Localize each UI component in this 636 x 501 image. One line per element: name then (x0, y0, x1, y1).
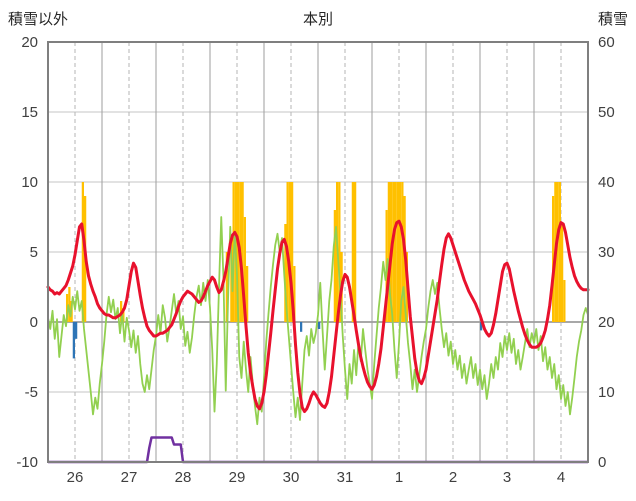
right-tick-label: 60 (598, 34, 615, 51)
orange-bar (241, 182, 244, 322)
orange-bar (387, 182, 390, 322)
orange-bar (246, 266, 249, 322)
right-tick-label: 50 (598, 104, 615, 121)
x-tick-label: 4 (557, 469, 565, 486)
plot-frame (47, 41, 589, 463)
chart-title: 本別 (302, 11, 333, 28)
orange-bar (338, 182, 341, 322)
blue-bar (72, 322, 75, 359)
orange-bar (291, 182, 294, 322)
orange-bar (401, 182, 404, 322)
orange-bar (351, 182, 354, 322)
left-axis-title: 積雪以外 (8, 11, 69, 28)
left-tick-label: -5 (25, 384, 38, 401)
x-tick-label: 3 (503, 469, 511, 486)
left-tick-label: 10 (21, 174, 38, 191)
x-tick-label: 27 (121, 469, 138, 486)
orange-bar (552, 196, 555, 322)
right-tick-label: 20 (598, 314, 615, 331)
orange-bar (243, 217, 246, 322)
blue-bar (318, 322, 321, 329)
orange-bar (354, 182, 357, 322)
orange-bar (561, 224, 564, 322)
orange-bar (288, 182, 291, 322)
orange-bar (392, 182, 395, 322)
right-tick-label: 40 (598, 174, 615, 191)
orange-bar (225, 252, 228, 322)
left-tick-label: 20 (21, 34, 38, 51)
orange-bar (563, 280, 566, 322)
left-tick-label: 5 (30, 244, 38, 261)
left-tick-label: 0 (30, 314, 38, 331)
x-tick-label: 1 (395, 469, 403, 486)
green-line (47, 216, 589, 426)
red-line (46, 219, 590, 414)
orange-bar (122, 308, 125, 322)
right-tick-label: 10 (598, 384, 615, 401)
x-tick-label: 26 (67, 469, 84, 486)
red-line-group (46, 219, 590, 414)
plot-border (47, 41, 589, 463)
orange-bar (399, 182, 402, 322)
precip-bars (72, 322, 483, 359)
orange-bar (394, 182, 397, 322)
orange-bar (293, 266, 296, 322)
left-tick-label: 15 (21, 104, 38, 121)
blue-bar (300, 322, 303, 332)
orange-bar (81, 182, 84, 322)
x-tick-label: 31 (337, 469, 354, 486)
orange-bar (556, 182, 559, 322)
blue-bar (480, 322, 483, 331)
orange-bar (333, 210, 336, 322)
x-tick-label: 30 (283, 469, 300, 486)
x-tick-label: 2 (449, 469, 457, 486)
orange-bar (237, 182, 240, 322)
green-line-group (47, 216, 589, 426)
right-tick-label: 0 (598, 454, 606, 471)
orange-bar (284, 224, 287, 322)
orange-bar (396, 182, 399, 322)
blue-bar (75, 322, 78, 339)
left-tick-label: -10 (16, 454, 38, 471)
x-tick-label: 28 (175, 469, 192, 486)
right-axis-title: 積雪 (597, 11, 628, 28)
orange-bar (68, 287, 71, 322)
orange-bar (558, 182, 561, 322)
right-tick-label: 30 (598, 244, 615, 261)
x-tick-label: 29 (229, 469, 246, 486)
